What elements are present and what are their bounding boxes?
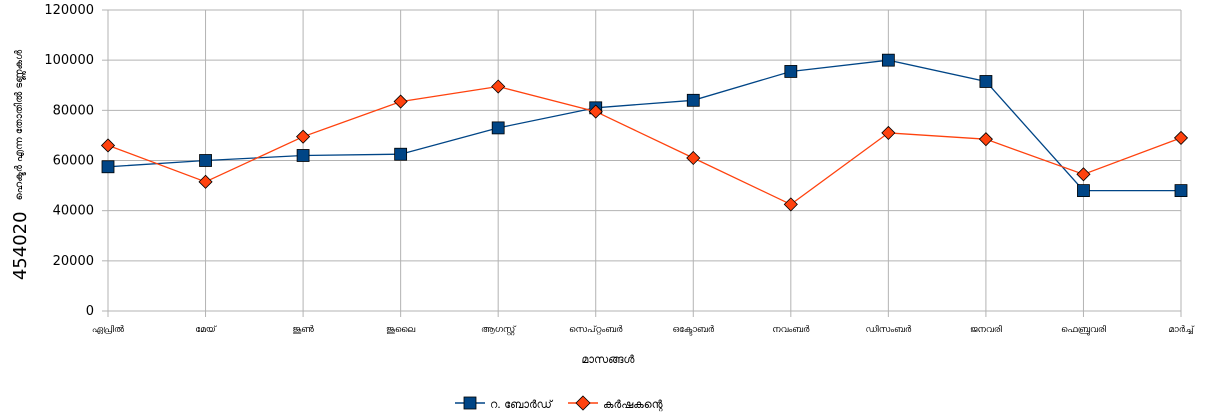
x-tick-label: മാർച്ച്	[1168, 324, 1194, 335]
legend-item-series-2[interactable]: കർഷകന്റെ	[568, 395, 663, 412]
y-tick-label: 20000	[53, 254, 94, 269]
data-point-series-1	[1174, 184, 1188, 198]
y-axis-label-number: 454020	[10, 211, 31, 280]
data-point-series-1	[296, 149, 310, 162]
data-point-series-1	[394, 147, 408, 161]
data-point-series-1	[491, 121, 505, 135]
data-point-series-1	[199, 154, 212, 167]
data-point-series-1	[784, 65, 798, 78]
y-tick-label: 40000	[53, 204, 94, 219]
x-tick-label: ഡിസംബർ	[866, 324, 912, 335]
x-tick-label: ഫെബ്രുവരി	[1061, 324, 1106, 336]
data-point-series-2	[100, 138, 116, 153]
y-tick-label: 100000	[44, 53, 94, 68]
data-point-series-2	[1076, 167, 1091, 182]
x-tick-label: മേയ്	[195, 324, 217, 335]
legend-label-series-1: റ. ബോർഡ്	[490, 398, 554, 411]
legend-marker-square	[463, 396, 477, 410]
x-tick-label: സെപ്റ്റംബർ	[569, 324, 623, 335]
y-axis-label-text: ഹെക്ടർ എന്ന തോതിൽ ടണ്ണുകൾ	[13, 49, 26, 200]
y-tick-labels: 0 20000 40000 60000 80000 100000 120000	[44, 3, 94, 319]
x-axis-label: മാസങ്ങൾ	[582, 353, 636, 366]
y-tick-label: 120000	[44, 3, 94, 18]
grid-lines	[107, 9, 1182, 317]
y-tick-label: 80000	[53, 103, 94, 118]
data-point-series-2	[198, 174, 213, 189]
x-tick-label: ജനവരി	[970, 324, 1002, 335]
x-tick-label: ജൂലൈ	[386, 325, 416, 335]
data-point-series-2	[491, 79, 506, 94]
x-tick-label: ഒക്ടോബർ	[673, 325, 715, 335]
y-tick-label: 60000	[53, 154, 94, 169]
x-tick-label: ആഗസ്റ്റ്	[481, 324, 516, 336]
series-group	[100, 53, 1189, 212]
x-tick-label: നവംബർ	[772, 325, 810, 335]
legend-item-series-1[interactable]: റ. ബോർഡ്	[455, 396, 554, 411]
data-point-series-1	[101, 160, 115, 174]
x-tick-label: ഏപ്രിൽ	[92, 324, 125, 335]
data-point-series-2	[588, 104, 603, 119]
series-line-1	[107, 59, 1181, 192]
y-tick-label: 0	[86, 304, 94, 319]
data-point-series-1	[1077, 184, 1090, 198]
x-tick-labels: ഏപ്രിൽ മേയ് ജൂൺ ജൂലൈ ആഗസ്റ്റ് സെപ്റ്റംബർ ഒക്ടോ…	[92, 324, 1195, 336]
svg-text:454020 ഹെക്ടർ എന്ന തോതിൽ: 454020 ഹെക്ടർ എന്ന തോതിൽ ടണ്ണുകൾ	[10, 49, 31, 280]
data-point-series-2	[296, 129, 311, 144]
data-point-series-2	[1173, 130, 1189, 145]
legend-marker-diamond	[575, 395, 591, 411]
data-point-series-2	[881, 125, 896, 140]
data-point-series-1	[881, 53, 895, 67]
y-axis-label: 454020 ഹെക്ടർ എന്ന തോതിൽ ടണ്ണുകൾ	[10, 49, 31, 280]
data-point-series-1	[979, 75, 993, 88]
legend-label-series-2: കർഷകന്റെ	[603, 398, 663, 412]
data-point-series-2	[393, 94, 408, 109]
data-point-series-2	[978, 132, 993, 147]
data-point-series-2	[686, 150, 701, 166]
data-point-series-1	[686, 93, 700, 107]
series-line-2	[107, 85, 1182, 206]
legend: റ. ബോർഡ് കർഷകന്റെ	[455, 395, 663, 412]
data-point-series-2	[783, 197, 798, 212]
x-tick-label: ജൂൺ	[292, 324, 314, 335]
